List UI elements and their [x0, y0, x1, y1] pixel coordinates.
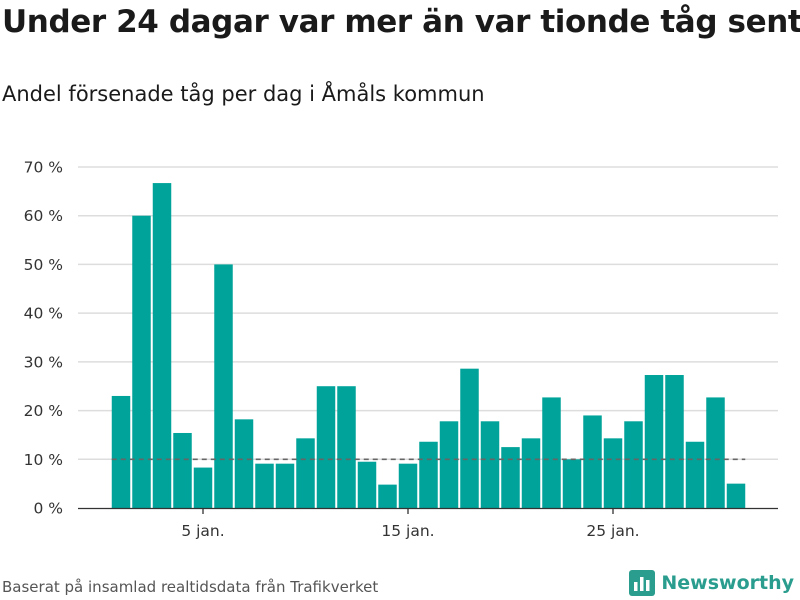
bar: [419, 441, 438, 508]
bar: [173, 432, 192, 508]
bar: [521, 438, 541, 508]
bar: [111, 395, 131, 508]
chart-subtitle: Andel försenade tåg per dag i Åmåls komm…: [2, 82, 485, 106]
bar: [439, 421, 459, 508]
bar: [685, 441, 705, 508]
y-tick-label: 50 %: [24, 256, 63, 274]
y-tick-label: 70 %: [24, 159, 63, 177]
brand-name: Newsworthy: [661, 572, 794, 594]
bar: [255, 463, 274, 508]
bar: [542, 397, 561, 508]
x-axis-labels: 5 jan. 15 jan. 25 jan.: [181, 508, 640, 540]
bar: [316, 386, 336, 508]
bar: [501, 447, 520, 508]
bars: [111, 183, 746, 508]
brand-logo: Newsworthy: [629, 567, 794, 599]
bar: [624, 421, 643, 508]
bar: [378, 484, 397, 508]
bar: [562, 459, 582, 508]
x-tick-label: 5 jan.: [181, 522, 224, 540]
bar: [234, 419, 254, 508]
bar: [337, 386, 356, 508]
y-tick-label: 30 %: [24, 353, 63, 371]
bar: [275, 463, 295, 508]
y-tick-label: 60 %: [24, 207, 63, 225]
bar: [214, 264, 233, 508]
bar: [152, 183, 172, 508]
x-tick-label: 25 jan.: [586, 522, 639, 540]
bar: [726, 483, 746, 508]
bar: [193, 467, 213, 508]
bar: [583, 415, 602, 508]
bar-chart: 0 % 10 % 20 % 30 % 40 % 50 % 60 % 70 % 5 jan. 15…: [24, 159, 778, 540]
y-tick-label: 0 %: [33, 500, 63, 518]
y-tick-label: 40 %: [24, 305, 63, 323]
source-note: Baserat på insamlad realtidsdata från Tr…: [2, 578, 379, 596]
bar: [480, 421, 500, 508]
bar: [398, 463, 418, 508]
newsworthy-logo-icon: [629, 570, 656, 596]
bar: [296, 438, 315, 508]
bar: [460, 368, 479, 508]
bar: [665, 375, 684, 508]
bar: [603, 438, 623, 508]
y-axis-labels: 0 % 10 % 20 % 30 % 40 % 50 % 60 % 70 %: [24, 159, 63, 518]
y-tick-label: 10 %: [24, 451, 63, 469]
grid-lines: [78, 166, 778, 461]
x-tick-label: 15 jan.: [381, 522, 434, 540]
chart-title: Under 24 dagar var mer än var tionde tåg…: [2, 4, 800, 40]
bar: [357, 461, 377, 508]
bar: [132, 215, 151, 508]
y-tick-label: 20 %: [24, 402, 63, 420]
bar: [644, 375, 664, 508]
bar: [706, 397, 725, 508]
